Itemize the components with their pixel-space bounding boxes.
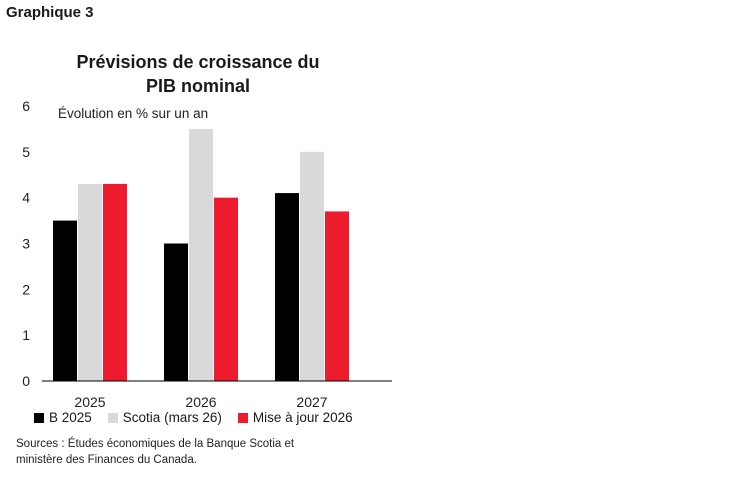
chart-title: Prévisions de croissance du PIB nominal: [48, 50, 348, 98]
legend-label-scotia: Scotia (mars 26): [122, 410, 222, 425]
y-tick-label: 0: [22, 373, 30, 389]
source-line-1: Sources : Études économiques de la Banqu…: [16, 438, 295, 450]
x-tick-label: 2025: [74, 394, 105, 410]
y-tick-label: 2: [22, 281, 30, 297]
legend-item-mise-a-jour: Mise à jour 2026: [237, 410, 353, 425]
source-note: Sources : Études économiques de la Banqu…: [16, 436, 376, 468]
source-line-2: ministère des Finances du Canada.: [16, 454, 197, 466]
chart-subtitle: Évolution en % sur un an: [58, 106, 209, 121]
legend-swatch-b2025: [34, 412, 44, 423]
y-tick-label: 6: [22, 98, 30, 114]
legend-swatch-mise-a-jour: [237, 412, 248, 423]
x-tick-label: 2026: [185, 394, 216, 410]
y-tick-label: 1: [22, 327, 30, 343]
legend: B 2025 Scotia (mars 26) Mise à jour 2026: [34, 410, 353, 425]
bar-2026-series-2: [214, 197, 238, 381]
legend-item-b2025: B 2025: [34, 410, 92, 425]
x-tick-label: 2027: [296, 394, 327, 410]
bar-2027-series-0: [275, 193, 299, 381]
legend-swatch-scotia: [107, 412, 118, 423]
legend-item-scotia: Scotia (mars 26): [107, 410, 222, 425]
bar-2027-series-1: [300, 151, 324, 381]
chart-title-line-2: PIB nominal: [145, 76, 250, 96]
chart-title-line-1: Prévisions de croissance du: [76, 52, 320, 72]
bar-2027-series-2: [325, 211, 349, 381]
legend-label-mise-a-jour: Mise à jour 2026: [252, 410, 353, 425]
y-tick-label: 4: [22, 190, 30, 206]
graphique-label: Graphique 3: [6, 4, 94, 21]
bar-2025-series-1: [78, 183, 102, 381]
bar-2025-series-0: [53, 220, 77, 381]
legend-label-b2025: B 2025: [49, 410, 92, 425]
bar-2025-series-2: [103, 183, 127, 381]
bar-2026-series-0: [164, 243, 188, 381]
y-tick-label: 5: [22, 144, 30, 160]
y-tick-label: 3: [22, 236, 30, 252]
bar-2026-series-1: [189, 128, 213, 381]
